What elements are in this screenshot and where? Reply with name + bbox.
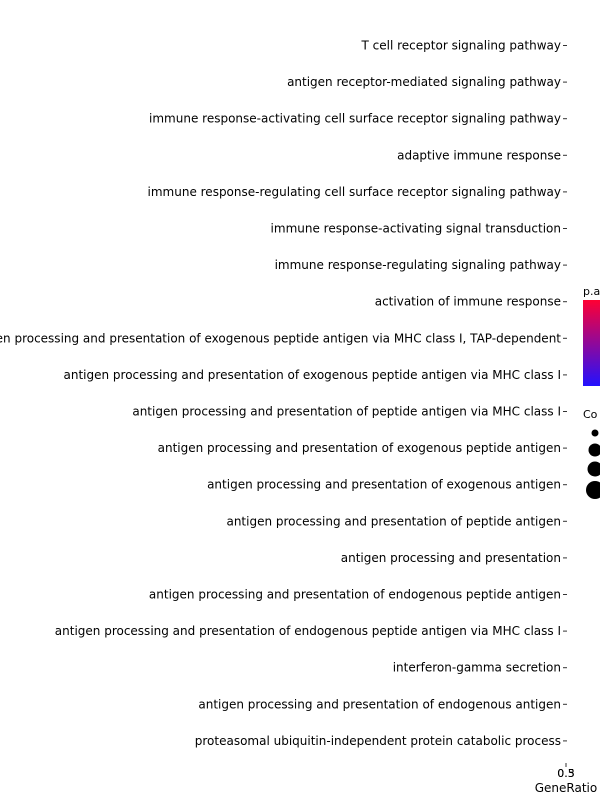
size-legend-dot-3: [587, 461, 600, 477]
y-tick-label: adaptive immune response: [397, 148, 561, 162]
x-axis: 0.3 0.5 GeneRatio: [535, 763, 597, 795]
y-tick-label: antigen processing and presentation of e…: [0, 331, 561, 345]
size-legend-dot-4: [586, 481, 600, 499]
y-tick-label: antigen processing and presentation of p…: [132, 405, 561, 419]
y-tick-label: proteasomal ubiquitin-independent protei…: [195, 734, 561, 748]
size-legend-dot-2: [588, 443, 600, 457]
x-tick-label-1: 0.5: [557, 767, 575, 780]
y-tick-label: antigen processing and presentation of e…: [158, 441, 561, 455]
y-tick-label: immune response-activating cell surface …: [149, 112, 561, 126]
y-tick-label: immune response-regulating cell surface …: [148, 185, 561, 199]
y-axis: T cell receptor signaling pathway antigen…: [0, 39, 567, 748]
y-tick-label: antigen processing and presentation of e…: [149, 588, 561, 602]
y-tick-label: antigen processing and presentation: [341, 551, 561, 565]
color-legend: p.a: [583, 285, 600, 386]
color-legend-title: p.a: [583, 285, 600, 298]
y-tick-label: antigen receptor-mediated signaling path…: [287, 75, 561, 89]
size-legend-dot-1: [591, 429, 599, 437]
y-tick-label: T cell receptor signaling pathway: [361, 39, 561, 53]
color-legend-bar: [583, 300, 600, 386]
y-tick-label: immune response-regulating signaling pat…: [275, 258, 561, 272]
x-tick-label-0: 0.3: [557, 767, 575, 780]
y-tick-label: activation of immune response: [375, 295, 561, 309]
size-legend-title: Co: [583, 408, 598, 421]
y-tick-label: antigen processing and presentation of e…: [63, 368, 561, 382]
y-tick-label: immune response-activating signal transd…: [271, 222, 561, 236]
size-legend: Co: [583, 408, 600, 499]
y-tick-label: antigen processing and presentation of e…: [55, 624, 561, 638]
y-tick-label: interferon-gamma secretion: [393, 661, 561, 675]
x-axis-title: GeneRatio: [535, 781, 597, 795]
y-tick-label: antigen processing and presentation of e…: [207, 478, 561, 492]
y-tick-label: antigen processing and presentation of p…: [226, 514, 561, 528]
y-tick-label: antigen processing and presentation of e…: [198, 697, 561, 711]
